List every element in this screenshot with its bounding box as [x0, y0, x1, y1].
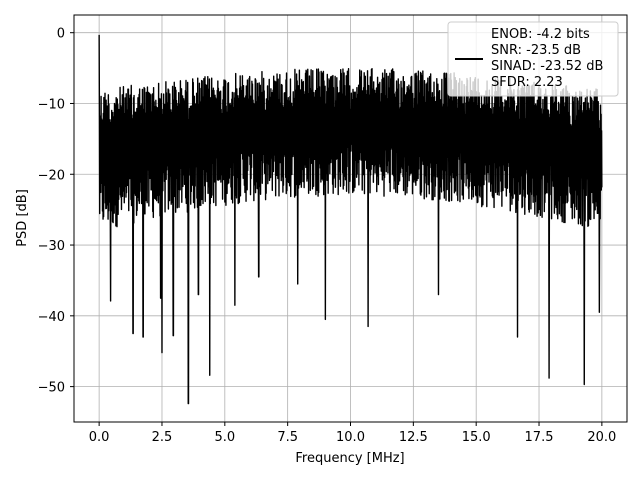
y-axis-ticks: 0 −10 −20 −30 −40 −50 — [38, 27, 74, 396]
x-tick-label: 15.0 — [462, 430, 491, 445]
y-tick-label: −20 — [38, 168, 65, 183]
x-tick-label: 5.0 — [214, 430, 235, 445]
psd-series-line — [98, 34, 603, 405]
x-tick-label: 10.0 — [336, 430, 365, 445]
y-tick-label: −50 — [38, 381, 65, 396]
x-tick-label: 0.0 — [89, 430, 110, 445]
y-axis-label: PSD [dB] — [15, 189, 30, 247]
legend-line-enob: ENOB: -4.2 bits — [491, 27, 590, 42]
legend-line-snr: SNR: -23.5 dB — [491, 43, 581, 58]
y-tick-label: 0 — [57, 27, 65, 42]
x-tick-label: 20.0 — [587, 430, 616, 445]
legend: ENOB: -4.2 bits SNR: -23.5 dB SINAD: -23… — [447, 21, 619, 97]
legend-line-sfdr: SFDR: 2.23 — [491, 75, 563, 90]
x-tick-label: 2.5 — [152, 430, 173, 445]
psd-trace — [98, 34, 603, 405]
x-axis-label: Frequency [MHz] — [295, 451, 404, 466]
y-tick-label: −40 — [38, 310, 65, 325]
x-tick-label: 7.5 — [277, 430, 298, 445]
x-tick-label: 17.5 — [525, 430, 554, 445]
y-tick-label: −30 — [38, 239, 65, 254]
legend-box — [447, 21, 619, 97]
x-axis-ticks: 0.0 2.5 5.0 7.5 10.0 12.5 15.0 17.5 20.0 — [89, 422, 616, 445]
legend-line-sinad: SINAD: -23.52 dB — [491, 59, 603, 74]
y-tick-label: −10 — [38, 97, 65, 112]
x-tick-label: 12.5 — [399, 430, 428, 445]
